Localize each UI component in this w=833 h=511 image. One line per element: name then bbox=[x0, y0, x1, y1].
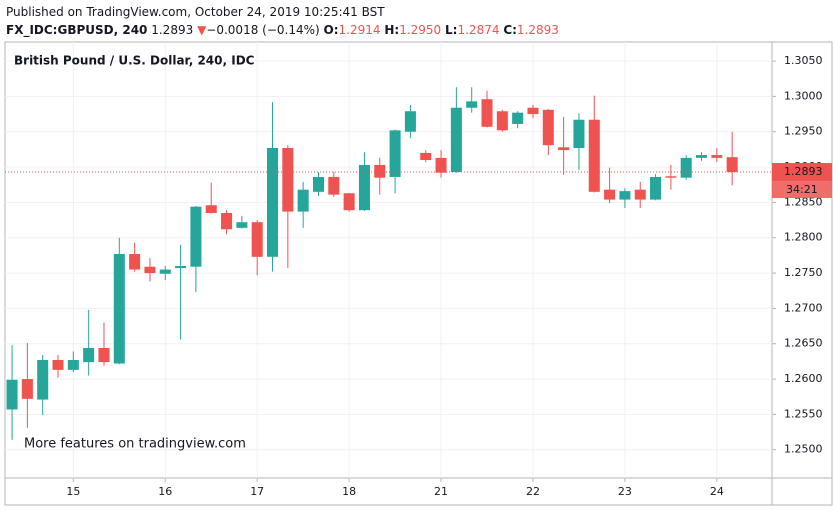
candle-body bbox=[466, 101, 478, 108]
candle-body bbox=[389, 130, 401, 177]
candle-body bbox=[328, 176, 340, 195]
x-tick-label: 24 bbox=[710, 485, 724, 498]
candle-body bbox=[435, 157, 447, 173]
candle-body bbox=[251, 222, 263, 257]
x-tick-label: 17 bbox=[250, 485, 264, 498]
candle-body bbox=[604, 189, 616, 200]
candle-body bbox=[696, 155, 708, 158]
candle-body bbox=[205, 205, 217, 214]
y-tick-label: 1.2750 bbox=[784, 266, 823, 279]
candle-body bbox=[312, 176, 324, 192]
candle-body bbox=[221, 213, 233, 230]
y-tick-label: 1.3000 bbox=[784, 89, 823, 102]
candle-body bbox=[450, 107, 462, 173]
candle-body bbox=[420, 152, 432, 161]
candle-body bbox=[650, 176, 662, 200]
candle-body bbox=[297, 189, 309, 212]
x-tick-label: 22 bbox=[526, 485, 540, 498]
y-tick-label: 1.2550 bbox=[784, 407, 823, 420]
countdown: 34:21 bbox=[786, 183, 818, 196]
candle-body bbox=[343, 193, 355, 211]
candle-body bbox=[144, 266, 156, 274]
y-tick-label: 1.2800 bbox=[784, 231, 823, 244]
candle-body bbox=[726, 157, 738, 173]
h-value: 1.2950 bbox=[399, 23, 442, 37]
candle-body bbox=[573, 119, 585, 148]
price-label-box bbox=[772, 163, 832, 182]
x-tick-label: 23 bbox=[618, 485, 632, 498]
x-tick-label: 15 bbox=[66, 485, 80, 498]
last: 1.2893 bbox=[151, 23, 194, 37]
c-value: 1.2893 bbox=[516, 23, 559, 37]
candle-body bbox=[481, 99, 493, 127]
change-arrow: ▼ bbox=[197, 23, 207, 37]
chart-title: British Pound / U.S. Dollar, 240, IDC bbox=[14, 54, 255, 68]
x-tick-label: 16 bbox=[158, 485, 172, 498]
candle-body bbox=[98, 347, 110, 363]
candle-body bbox=[665, 176, 677, 178]
candle-body bbox=[266, 147, 279, 257]
candle-body bbox=[404, 111, 416, 132]
header: Published on TradingView.com, October 24… bbox=[6, 3, 559, 39]
candle-body bbox=[52, 359, 64, 370]
candle-body bbox=[129, 253, 141, 270]
published: Published on TradingView.com, October 24… bbox=[6, 5, 385, 19]
candle-body bbox=[21, 379, 33, 399]
candle-body bbox=[680, 157, 692, 178]
h-label: H: bbox=[384, 23, 400, 37]
x-tick-label: 18 bbox=[342, 485, 356, 498]
y-tick-label: 1.2850 bbox=[784, 195, 823, 208]
candle-body bbox=[358, 164, 370, 211]
candle-body bbox=[619, 191, 631, 200]
price-label: 1.2893 bbox=[784, 165, 823, 178]
candle-body bbox=[282, 147, 294, 212]
quote-line: FX_IDC:GBPUSD, 240 1.2893 ▼−0.0018 (−0.1… bbox=[6, 21, 559, 39]
candle-body bbox=[558, 147, 570, 151]
change: −0.0018 (−0.14%) bbox=[206, 23, 320, 37]
y-tick-label: 1.2650 bbox=[784, 337, 823, 350]
x-tick-label: 21 bbox=[434, 485, 448, 498]
y-tick-label: 1.3050 bbox=[784, 54, 823, 67]
symbol: FX_IDC:GBPUSD, 240 bbox=[6, 23, 148, 37]
candle-body bbox=[159, 269, 171, 274]
candle-body bbox=[6, 379, 18, 410]
candle-body bbox=[512, 112, 524, 124]
l-value: 1.2874 bbox=[457, 23, 500, 37]
candle-body bbox=[67, 359, 79, 370]
o-label: O: bbox=[323, 23, 339, 37]
candle-body bbox=[496, 111, 508, 131]
c-label: C: bbox=[503, 23, 517, 37]
candle-body bbox=[588, 119, 600, 192]
y-tick-label: 1.2500 bbox=[784, 443, 823, 456]
candle-body bbox=[711, 155, 723, 158]
candle-body bbox=[83, 347, 95, 363]
countdown-box bbox=[772, 181, 832, 199]
candle-body bbox=[190, 206, 202, 267]
y-tick-label: 1.2600 bbox=[784, 372, 823, 385]
candle-body bbox=[236, 222, 248, 228]
candle-body bbox=[175, 266, 187, 269]
l-label: L: bbox=[445, 23, 458, 37]
candle-body bbox=[374, 164, 386, 178]
candle-body bbox=[37, 359, 49, 400]
o-value: 1.2914 bbox=[338, 23, 381, 37]
candle-body bbox=[542, 109, 554, 146]
candle-body bbox=[634, 189, 646, 200]
watermark: More features on tradingview.com bbox=[24, 437, 246, 452]
y-tick-label: 1.2950 bbox=[784, 125, 823, 138]
candle-body bbox=[527, 107, 539, 115]
y-tick-label: 1.2700 bbox=[784, 301, 823, 314]
candle-body bbox=[113, 253, 125, 364]
